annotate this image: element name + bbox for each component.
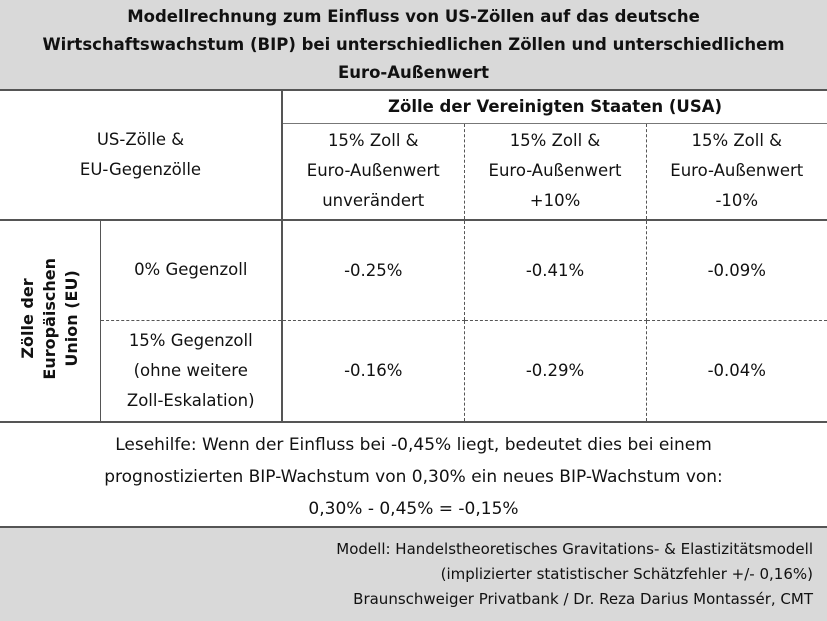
reading-hint: Lesehilfe: Wenn der Einfluss bei -0,45% … — [0, 424, 827, 528]
row-header-line: 15% Gegenzoll — [128, 330, 253, 350]
column-header-unchanged: 15% Zoll & Euro-Außenwert unverändert — [282, 123, 464, 221]
row-header-line: (ohne weitere — [133, 360, 248, 380]
title-line-2: Wirtschaftswachstum (BIP) bei unterschie… — [42, 35, 785, 54]
value-cell: -0.41% — [463, 220, 647, 321]
hint-line-2: prognostizierten BIP-Wachstum von 0,30% … — [104, 467, 723, 487]
column-header-line: +10% — [529, 191, 581, 211]
usa-header: Zölle der Vereinigten Staaten (USA) — [282, 91, 827, 124]
value-cell: -0.16% — [282, 320, 464, 423]
row-header-0-percent: 0% Gegenzoll — [100, 220, 283, 321]
row-header-line: 0% Gegenzoll — [134, 260, 248, 280]
source-footer: Modell: Handelstheoretisches Gravitation… — [0, 528, 827, 621]
footer-line-1: Modell: Handelstheoretisches Gravitation… — [336, 540, 813, 558]
title-line-3: Euro-Außenwert — [337, 63, 490, 82]
column-header-line: 15% Zoll & — [509, 131, 601, 151]
footer-line-3: Braunschweiger Privatbank / Dr. Reza Dar… — [353, 590, 813, 608]
hint-line-3: 0,30% - 0,45% = -0,15% — [308, 499, 519, 519]
value-cell: -0.25% — [282, 220, 464, 321]
title-line-1: Modellrechnung zum Einfluss von US-Zölle… — [127, 7, 700, 26]
title-banner: Modellrechnung zum Einfluss von US-Zölle… — [0, 0, 827, 91]
value-cell: -0.09% — [646, 220, 827, 321]
corner-label: US-Zölle & EU-Gegenzölle — [0, 91, 283, 221]
column-header-line: 15% Zoll & — [327, 131, 419, 151]
column-header-minus10: 15% Zoll & Euro-Außenwert -10% — [646, 123, 827, 221]
column-header-plus10: 15% Zoll & Euro-Außenwert +10% — [463, 123, 647, 221]
value-cell: -0.04% — [646, 320, 827, 423]
hint-line-1: Lesehilfe: Wenn der Einfluss bei -0,45% … — [115, 435, 712, 455]
column-header-line: 15% Zoll & — [691, 131, 783, 151]
eu-side-line-3: Union (EU) — [61, 270, 81, 368]
value-cell: -0.29% — [463, 320, 647, 423]
tariff-matrix: US-Zölle & EU-Gegenzölle Zölle der Verei… — [0, 91, 827, 423]
row-header-15-percent: 15% Gegenzoll (ohne weitere Zoll-Eskalat… — [100, 320, 283, 423]
footer-line-2: (implizierter statistischer Schätzfehler… — [440, 565, 813, 583]
column-header-line: Euro-Außenwert — [670, 161, 804, 181]
column-header-line: Euro-Außenwert — [306, 161, 440, 181]
eu-side-line-2: Europäischen — [39, 258, 59, 380]
row-header-line: Zoll-Eskalation) — [126, 390, 255, 410]
corner-line-1: US-Zölle & — [96, 130, 185, 149]
column-header-line: -10% — [715, 191, 759, 211]
corner-line-2: EU-Gegenzölle — [79, 160, 202, 179]
column-header-line: unverändert — [322, 191, 425, 211]
column-header-line: Euro-Außenwert — [488, 161, 622, 181]
eu-side-line-1: Zölle der — [17, 278, 37, 360]
eu-side-label: Zölle der Europäischen Union (EU) — [0, 220, 101, 423]
